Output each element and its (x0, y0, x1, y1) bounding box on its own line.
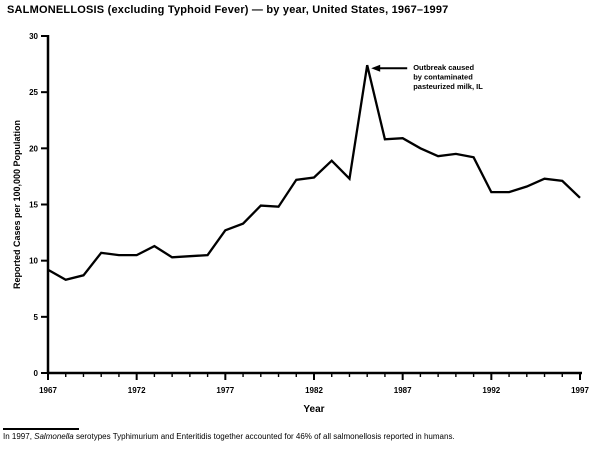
footnote-salmonella-italic: Salmonella (34, 432, 74, 441)
x-tick-label: 1967 (39, 386, 57, 395)
y-tick-label: 20 (29, 144, 38, 153)
y-tick-label: 0 (34, 369, 39, 378)
annotation-text-line: Outbreak caused (413, 63, 474, 72)
y-axis-title: Reported Cases per 100,000 Population (12, 120, 22, 289)
x-tick-label: 1997 (571, 386, 589, 395)
annotation-text-line: pasteurized milk, IL (413, 82, 483, 91)
y-tick-label: 5 (34, 313, 39, 322)
footnote-text-rest: serotypes Typhimurium and Enteritidis to… (73, 432, 455, 441)
y-tick-label: 30 (29, 32, 38, 41)
annotation-text-line: by contaminated (413, 73, 473, 82)
x-tick-label: 1987 (394, 386, 412, 395)
footnote-text-prefix: In 1997, (3, 432, 35, 441)
x-tick-label: 1977 (216, 386, 234, 395)
footnote: In 1997, Salmonella serotypes Typhimuriu… (3, 432, 455, 441)
y-tick-label: 10 (29, 257, 38, 266)
y-tick-label: 25 (29, 88, 38, 97)
chart-title: SALMONELLOSIS (excluding Typhoid Fever) … (7, 4, 449, 16)
x-axis-title: Year (303, 404, 324, 415)
x-tick-label: 1992 (482, 386, 500, 395)
footnote-separator-rule (3, 428, 79, 430)
salmonellosis-rate-line (47, 64, 581, 282)
x-tick-label: 1982 (305, 386, 323, 395)
y-tick-label: 15 (29, 201, 38, 210)
annotation-arrowhead-icon (371, 64, 381, 72)
x-tick-label: 1972 (128, 386, 146, 395)
